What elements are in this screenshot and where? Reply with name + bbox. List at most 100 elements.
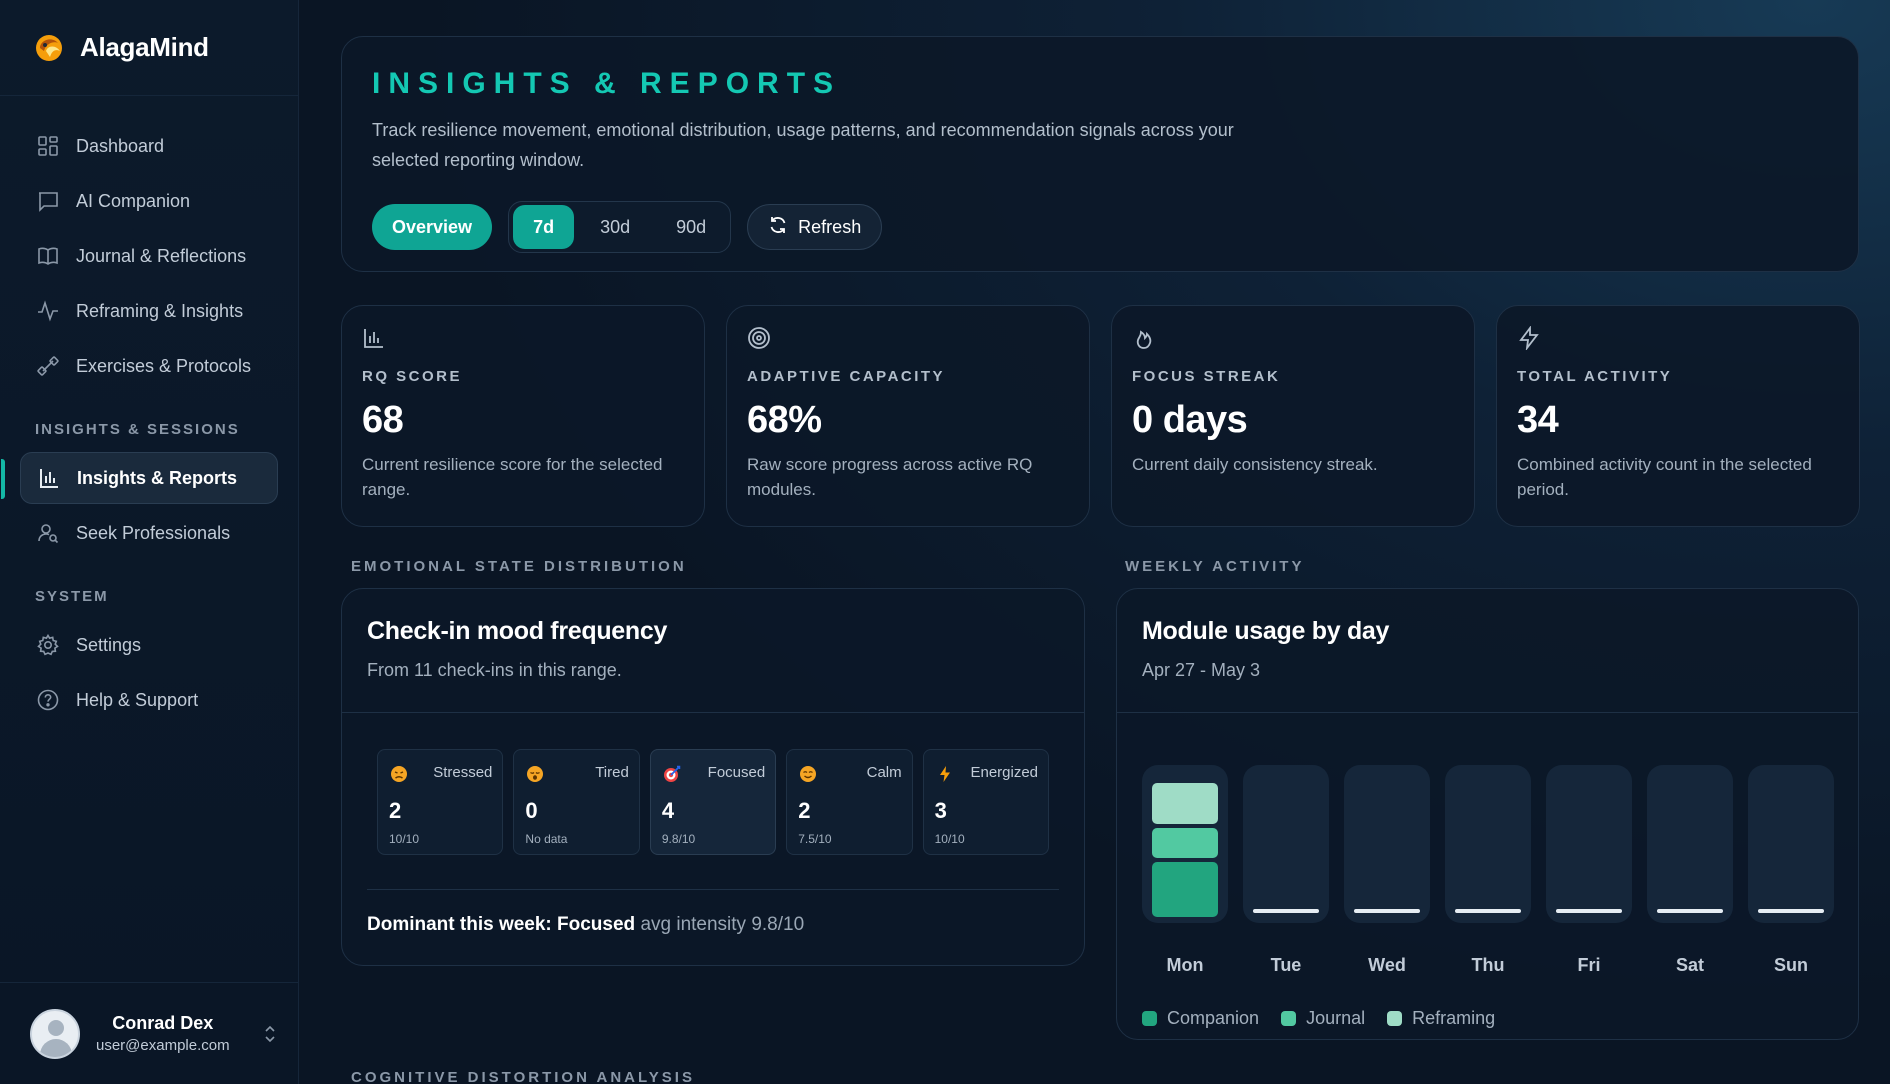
mood-count: 3 (934, 798, 947, 823)
mood-item-stressed[interactable]: Stressed 2 10/10 (377, 749, 504, 855)
sidebar-item-journal[interactable]: Journal & Reflections (20, 230, 278, 282)
mood-item-calm[interactable]: Calm 2 7.5/10 (786, 749, 913, 855)
bar-column-fri[interactable] (1546, 765, 1632, 923)
legend-label: Journal (1306, 1008, 1366, 1028)
range-selector: 7d 30d 90d (508, 201, 732, 253)
stat-description: Current resilience score for the selecte… (362, 455, 663, 499)
mood-item-energized[interactable]: Energized 3 10/10 (922, 749, 1050, 855)
book-icon (36, 244, 60, 268)
gear-icon (36, 633, 60, 657)
weekly-bar-chart (1117, 765, 1858, 935)
day-label: Sat (1675, 955, 1704, 975)
bar-column-sun[interactable] (1748, 765, 1834, 923)
mood-intensity: 10/10 (934, 832, 965, 846)
section-label-cognitive: COGNITIVE DISTORTION ANALYSIS (351, 1069, 695, 1084)
sidebar-item-insights-reports[interactable]: Insights & Reports (1, 452, 278, 504)
stat-card-total-activity: TOTAL ACTIVITY 34 Combined activity coun… (1496, 305, 1860, 527)
refresh-label: Refresh (798, 216, 862, 237)
bar-column-mon[interactable] (1142, 765, 1228, 923)
mood-intensity: No data (525, 832, 568, 846)
mood-name: Focused (707, 764, 766, 781)
hero-card: INSIGHTS & REPORTS Track resilience move… (341, 36, 1859, 272)
sidebar-item-reframing[interactable]: Reframing & Insights (20, 285, 278, 337)
user-info: Conrad Dex user@example.com (96, 1013, 230, 1054)
stat-description: Raw score progress across active RQ modu… (747, 455, 1033, 499)
section-label-emotional: EMOTIONAL STATE DISTRIBUTION (351, 558, 687, 575)
legend-item-reframing: Reframing (1387, 1008, 1495, 1029)
sidebar-item-label: Settings (76, 634, 142, 655)
lightning-icon (936, 765, 954, 783)
user-search-icon (36, 521, 60, 545)
divider (367, 889, 1059, 890)
bar-chart-icon (37, 466, 61, 490)
sidebar-item-exercises[interactable]: Exercises & Protocols (20, 340, 278, 392)
sidebar-item-label: AI Companion (76, 190, 191, 211)
bar-empty-marker (1758, 909, 1824, 913)
mood-count: 0 (525, 798, 538, 823)
mood-count: 4 (661, 798, 675, 823)
dominant-mood-label: Dominant this week: Focused (367, 914, 636, 935)
section-label-weekly: WEEKLY ACTIVITY (1125, 558, 1305, 575)
bar-chart-icon (362, 326, 388, 352)
legend-swatch (1142, 1011, 1157, 1026)
bar-column-wed[interactable] (1344, 765, 1430, 923)
panel-title: Check-in mood frequency (367, 617, 668, 645)
sidebar-nav: Dashboard AI Companion Journal & Reflect… (0, 96, 298, 726)
sidebar-item-settings[interactable]: Settings (20, 619, 278, 671)
weekly-day-labels: Mon Tue Wed Thu Fri Sat Sun (1117, 955, 1858, 976)
sidebar-section-insights: INSIGHTS & SESSIONS (35, 421, 240, 438)
dumbbell-icon (36, 354, 60, 378)
dominant-mood-intensity: avg intensity 9.8/10 (640, 914, 805, 935)
refresh-icon (768, 215, 788, 240)
activity-icon (36, 299, 60, 323)
chevron-up-down-icon[interactable] (264, 1025, 276, 1043)
range-90d-button[interactable]: 90d (676, 216, 707, 237)
user-profile[interactable]: Conrad Dex user@example.com (0, 982, 299, 1084)
dominant-mood-summary: Dominant this week: Focused avg intensit… (342, 890, 1084, 936)
panel-title: Module usage by day (1142, 617, 1390, 645)
day-label: Wed (1368, 955, 1406, 975)
stat-label: TOTAL ACTIVITY (1517, 368, 1673, 385)
stat-value: 68 (362, 399, 404, 441)
active-indicator (1, 459, 5, 499)
sidebar-item-label: Insights & Reports (77, 467, 238, 488)
mood-item-tired[interactable]: Tired 0 No data (513, 749, 640, 855)
stat-value: 68% (747, 399, 822, 441)
day-label: Thu (1471, 955, 1505, 975)
bar-column-tue[interactable] (1243, 765, 1329, 923)
range-7d-button[interactable]: 7d (513, 205, 575, 249)
bar-empty-marker (1455, 909, 1521, 913)
page-title: INSIGHTS & REPORTS (372, 67, 842, 100)
sidebar-item-label: Dashboard (76, 135, 165, 156)
overview-button[interactable]: Overview (372, 204, 493, 250)
mood-frequency-card: Check-in mood frequency From 11 check-in… (341, 588, 1085, 966)
sidebar-item-label: Seek Professionals (76, 522, 231, 543)
brand-name: AlagaMind (80, 32, 209, 62)
sidebar-item-dashboard[interactable]: Dashboard (20, 120, 278, 172)
sidebar-item-label: Exercises & Protocols (76, 355, 252, 376)
refresh-button[interactable]: Refresh (747, 204, 883, 250)
main-content: INSIGHTS & REPORTS Track resilience move… (299, 0, 1890, 1084)
page-description: Track resilience movement, emotional dis… (372, 120, 1234, 170)
stat-card-focus-streak: FOCUS STREAK 0 days Current daily consis… (1111, 305, 1475, 527)
range-30d-button[interactable]: 30d (600, 216, 631, 237)
sidebar-item-help[interactable]: Help & Support (20, 674, 278, 726)
bar-empty-marker (1354, 909, 1420, 913)
bar-column-thu[interactable] (1445, 765, 1531, 923)
brand[interactable]: AlagaMind (0, 0, 298, 96)
dashboard-icon (36, 134, 60, 158)
mood-name: Calm (866, 764, 902, 781)
stat-description: Current daily consistency streak. (1132, 455, 1378, 474)
mood-item-focused[interactable]: Focused 4 9.8/10 (649, 749, 777, 855)
sidebar-item-ai-companion[interactable]: AI Companion (20, 175, 278, 227)
bar-column-sat[interactable] (1647, 765, 1733, 923)
day-label: Sun (1774, 955, 1808, 975)
sidebar-item-seek-professionals[interactable]: Seek Professionals (20, 507, 278, 559)
legend-swatch (1387, 1011, 1403, 1026)
bar-empty-marker (1657, 909, 1723, 913)
stat-card-adaptive-capacity: ADAPTIVE CAPACITY 68% Raw score progress… (726, 305, 1090, 527)
day-label: Mon (1166, 955, 1204, 975)
stat-value: 34 (1517, 399, 1559, 441)
day-label: Fri (1577, 955, 1601, 975)
